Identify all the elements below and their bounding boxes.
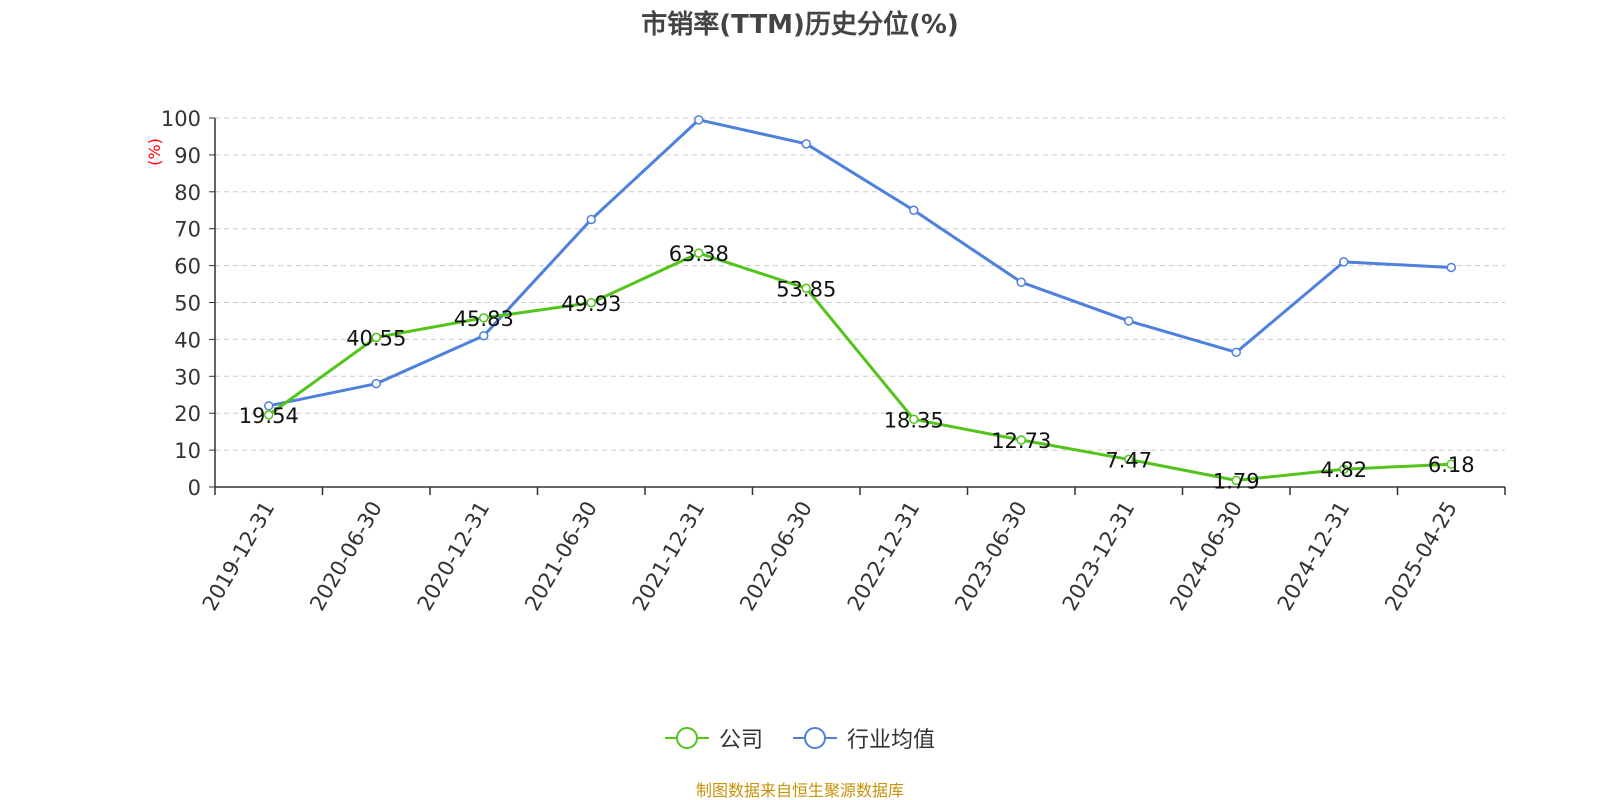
series-0-point <box>371 332 381 343</box>
series-0-point <box>909 414 919 425</box>
x-tick-label: 2019-12-31 <box>198 497 280 615</box>
series-1-point <box>371 378 381 389</box>
data-label: 53.85 <box>776 277 836 301</box>
x-tick-label: 2024-06-30 <box>1165 497 1247 615</box>
data-label: 12.73 <box>991 429 1051 453</box>
data-label: 40.55 <box>346 326 406 350</box>
series-line-1 <box>268 118 1452 408</box>
legend-item-company[interactable]: 公司 <box>664 722 763 754</box>
legend-company-label: 公司 <box>718 728 763 753</box>
series-1-point <box>1016 277 1026 287</box>
x-tick-label: 2023-12-31 <box>1058 497 1140 615</box>
series-0-point <box>479 313 489 323</box>
y-tick-label: 10 <box>174 439 201 463</box>
x-tick-label: 2021-06-30 <box>520 497 602 615</box>
series-1-point <box>694 115 704 125</box>
data-labels: 19.54 40.55 45.83 49.93 63.38 53.85 18.35 12.73… <box>239 242 1475 493</box>
series-1-point <box>1124 316 1134 326</box>
series-1-point <box>801 139 811 149</box>
series-1-point <box>479 330 489 341</box>
series-0-point <box>1339 464 1349 474</box>
series-0-point <box>801 283 811 294</box>
y-tick-label: 90 <box>174 144 201 168</box>
series-layer <box>264 115 1456 486</box>
series-1-point <box>264 401 274 411</box>
series-0-point <box>694 248 704 258</box>
x-tick-label: 2024-12-31 <box>1273 497 1355 615</box>
data-label: 49.93 <box>561 292 621 316</box>
axes <box>209 117 1506 495</box>
chart-title: 市销率(TTM)历史分位(%) <box>641 10 959 40</box>
y-tick-label: 20 <box>174 402 201 426</box>
x-tick-label: 2022-06-30 <box>735 497 817 615</box>
y-axis-label: (%) <box>145 138 164 166</box>
x-tick-label: 2023-06-30 <box>950 497 1032 615</box>
x-tick-label: 2022-12-31 <box>843 497 925 615</box>
y-tick-label: 50 <box>174 292 201 316</box>
data-label: 18.35 <box>884 408 944 432</box>
series-0-point <box>264 410 274 420</box>
x-tick-label: 2020-06-30 <box>305 497 387 615</box>
y-tick-labels: 0 10 20 30 40 50 60 70 80 90 100 <box>161 107 201 500</box>
x-tick-labels: 2019-12-31 2020-06-30 2020-12-31 2021-06-30… <box>198 497 1462 615</box>
series-1-point <box>909 205 919 215</box>
series-line-0 <box>267 251 1452 482</box>
series-1-point <box>586 214 596 225</box>
legend-company-marker-icon <box>664 727 709 749</box>
data-label: 63.38 <box>669 242 729 266</box>
grid-lines <box>215 117 1505 451</box>
y-tick-label: 70 <box>174 218 201 242</box>
data-label: 19.54 <box>239 404 299 428</box>
y-tick-label: 0 <box>188 476 201 500</box>
x-tick-label: 2020-12-31 <box>413 497 495 615</box>
legend-industry-marker-icon <box>793 727 837 749</box>
legend: 公司 行业均值 <box>0 722 1600 754</box>
series-0-point <box>586 298 596 308</box>
series-1-point <box>1339 257 1349 267</box>
legend-item-industry[interactable]: 行业均值 <box>793 722 935 754</box>
series-1-point <box>1446 262 1456 273</box>
y-tick-label: 30 <box>174 365 201 389</box>
series-1-point <box>1231 347 1241 358</box>
source-note: 制图数据来自恒生聚源数据库 <box>695 781 904 800</box>
x-tick-label: 2025-04-25 <box>1380 497 1462 615</box>
series-0-point <box>1446 459 1456 469</box>
series-0-point <box>1124 454 1134 465</box>
series-0-point <box>1016 435 1026 445</box>
x-tick-label: 2021-12-31 <box>628 497 710 615</box>
data-label: 45.83 <box>454 307 514 331</box>
y-tick-label: 40 <box>174 328 201 352</box>
series-0-point <box>1231 475 1241 486</box>
data-label: 6.18 <box>1428 453 1475 477</box>
legend-industry-label: 行业均值 <box>847 728 936 753</box>
y-tick-label: 100 <box>161 107 201 131</box>
y-tick-label: 60 <box>174 255 201 279</box>
data-label: 7.47 <box>1105 448 1152 472</box>
data-label: 1.79 <box>1213 469 1260 493</box>
data-label: 4.82 <box>1320 458 1367 482</box>
y-tick-label: 80 <box>174 181 201 205</box>
